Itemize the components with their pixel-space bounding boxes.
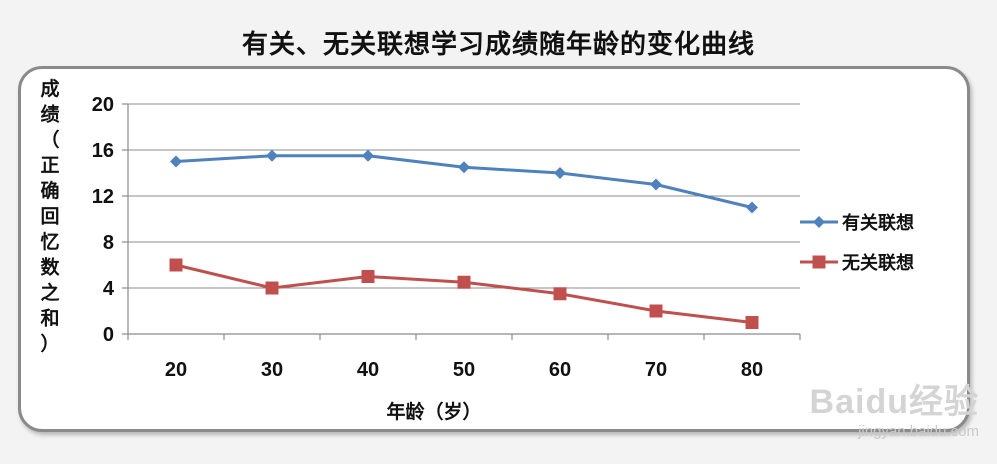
data-point-marker — [265, 281, 279, 295]
legend-label: 无关联想 — [842, 252, 914, 274]
data-point-marker — [266, 149, 278, 162]
chart-frame — [18, 66, 970, 432]
data-point-marker — [170, 155, 182, 168]
legend-marker — [812, 255, 826, 269]
chart-title: 有关、无关联想学习成绩随年龄的变化曲线 — [241, 30, 755, 60]
y-tick-label: 12 — [92, 186, 114, 208]
x-tick-label: 50 — [453, 359, 475, 381]
x-tick-label: 70 — [645, 359, 667, 381]
data-point-marker — [746, 201, 758, 214]
data-point-marker — [458, 161, 470, 174]
data-point-marker — [553, 287, 567, 301]
y-axis-title: 成绩（正确回忆数之和） — [40, 77, 60, 355]
watermark-logo: Baidu经验 — [809, 383, 979, 421]
series-line-2 — [175, 263, 753, 324]
x-axis-title: 年龄（岁） — [386, 400, 481, 423]
data-point-marker — [650, 178, 662, 191]
legend-marker — [813, 216, 825, 228]
x-tick-label: 80 — [741, 359, 763, 381]
watermark-url: jingyan.baidu.com — [858, 423, 979, 440]
data-point-marker — [362, 149, 374, 162]
data-point-marker — [554, 167, 566, 179]
x-tick-label: 40 — [357, 359, 379, 381]
x-tick-label: 20 — [165, 359, 187, 381]
y-tick-label: 4 — [103, 278, 115, 300]
y-tick-label: 20 — [92, 94, 114, 116]
x-tick-label: 30 — [261, 359, 283, 381]
data-point-marker — [745, 316, 759, 329]
y-tick-label: 16 — [92, 140, 114, 162]
legend-label: 有关联想 — [842, 212, 914, 234]
data-point-marker — [457, 275, 471, 289]
baidu-watermark: Baidu经验 jingyan.baidu.com — [810, 374, 979, 440]
x-tick-label: 60 — [549, 359, 571, 381]
data-point-marker — [361, 270, 375, 283]
data-point-marker — [169, 258, 183, 272]
y-tick-label: 0 — [103, 324, 114, 346]
y-tick-label: 8 — [103, 232, 114, 254]
data-point-marker — [649, 304, 663, 318]
